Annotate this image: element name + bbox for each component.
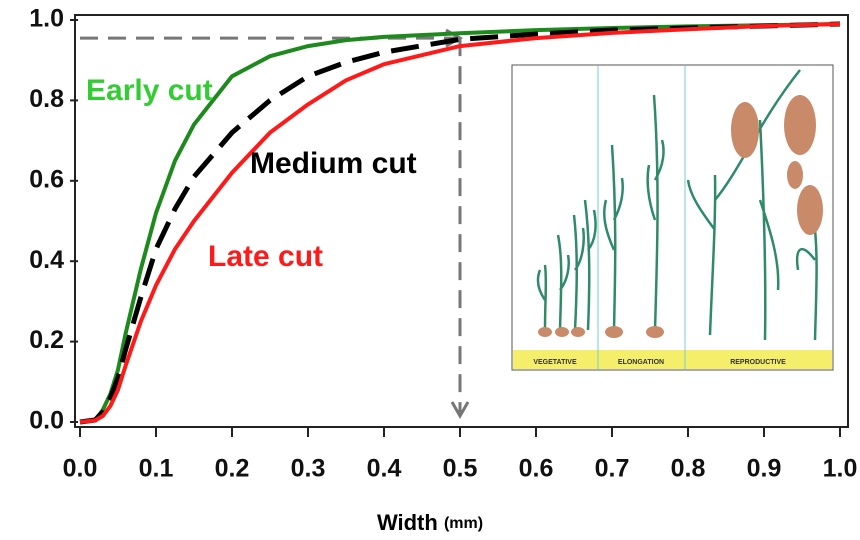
y-tick-label: 0.4 [29,246,64,274]
y-tick-label: 0.8 [29,85,64,113]
x-tick-label: 0.0 [63,455,98,483]
y-tick-label: 1.0 [29,5,64,33]
x-axis-label: Width (mm) [377,510,483,535]
inset-label: ELONGATION [618,359,664,366]
inset-label: REPRODUCTIVE [730,359,786,366]
x-tick-label: 0.6 [519,455,554,483]
x-tick-label: 0.4 [367,455,402,483]
series-line [79,21,841,425]
x-tick-label: 0.7 [595,455,630,483]
x-tick-label: 0.5 [443,455,478,483]
series-line [79,22,841,424]
y-tick-label: 0.0 [29,407,64,435]
inset [511,64,834,371]
x-tick-label: 0.2 [215,455,250,483]
curve-label: Early cut [86,74,213,107]
y-tick-label: 0.6 [29,165,64,193]
x-tick-label: 0.1 [139,455,174,483]
curve-label: Medium cut [250,147,417,180]
x-tick-label: 0.9 [747,455,782,483]
curve-label: Late cut [208,240,323,273]
x-tick-label: 1.0 [823,455,858,483]
inset-plants [536,69,818,341]
x-axis-title: Width [377,510,438,535]
x-axis-unit: (mm) [444,515,483,532]
plot-frame [74,14,849,428]
reference-v-head [450,401,470,420]
inset-heads [538,95,823,338]
inset-label: VEGETATIVE [533,359,577,366]
x-tick-label: 0.3 [291,455,326,483]
y-tick-label: 0.2 [29,326,64,354]
inset-soil [513,350,832,369]
inset-frame [511,64,834,371]
x-tick-label: 0.8 [671,455,706,483]
